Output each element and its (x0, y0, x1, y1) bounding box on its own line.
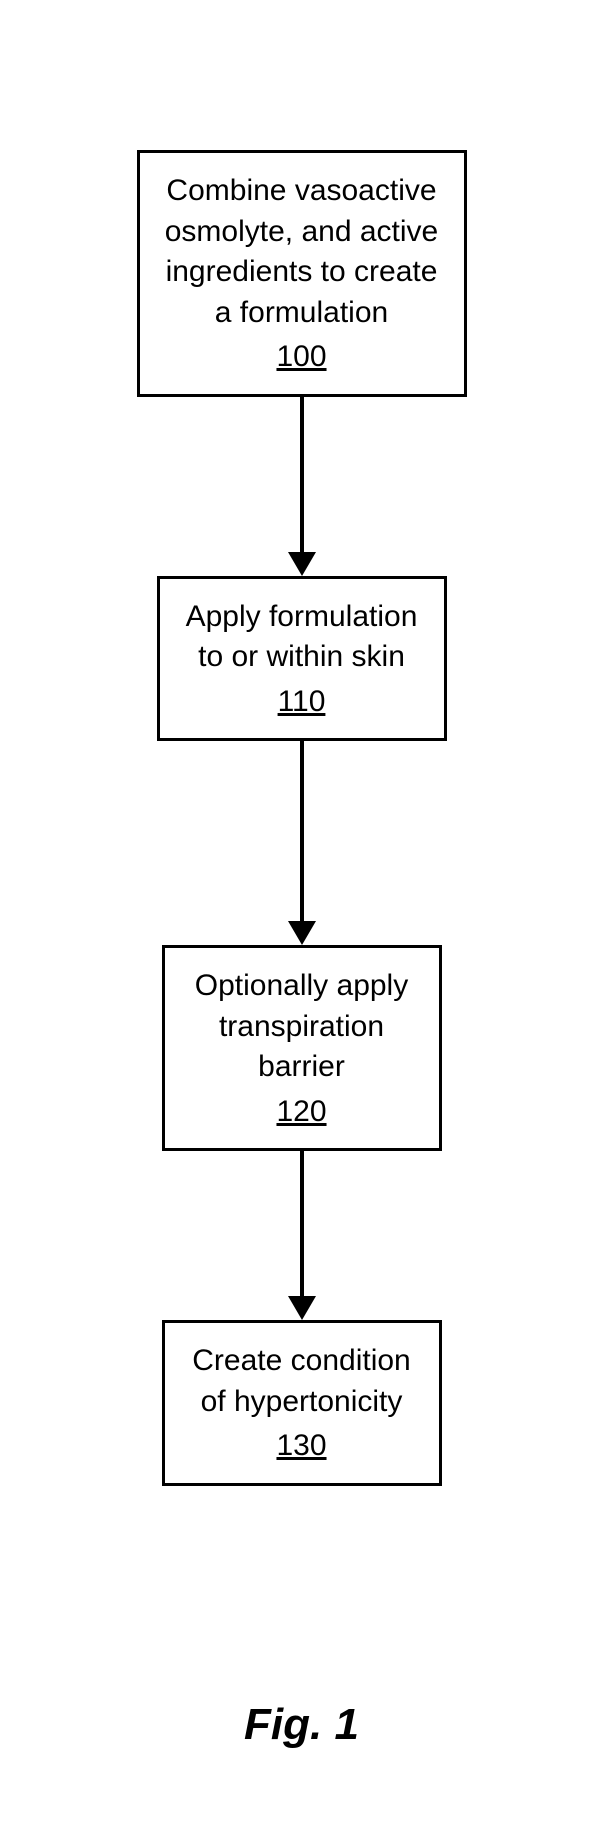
flow-node: Create condition of hypertonicity 130 (162, 1320, 442, 1486)
flow-arrow (288, 397, 316, 576)
flow-node: Combine vasoactive osmolyte, and active … (137, 150, 467, 397)
flow-node-text: Combine vasoactive osmolyte, and active … (154, 171, 450, 333)
flow-node-number: 100 (276, 337, 326, 378)
arrow-head-icon (288, 552, 316, 576)
arrow-shaft (300, 741, 304, 921)
flow-node: Apply formulation to or within skin 110 (157, 576, 447, 742)
flowchart: Combine vasoactive osmolyte, and active … (137, 150, 467, 1486)
arrow-head-icon (288, 1296, 316, 1320)
flow-node-text: Create condition of hypertonicity (179, 1341, 425, 1422)
arrow-shaft (300, 1151, 304, 1296)
flow-node-number: 110 (278, 682, 326, 723)
flow-node-number: 120 (276, 1092, 326, 1133)
flow-node-text: Optionally apply transpiration barrier (179, 966, 425, 1088)
arrow-head-icon (288, 921, 316, 945)
flow-arrow (288, 1151, 316, 1320)
flow-node: Optionally apply transpiration barrier 1… (162, 945, 442, 1151)
flow-node-text: Apply formulation to or within skin (174, 597, 430, 678)
flow-node-number: 130 (276, 1426, 326, 1467)
flow-arrow (288, 741, 316, 945)
figure-caption: Fig. 1 (0, 1700, 603, 1750)
arrow-shaft (300, 397, 304, 552)
